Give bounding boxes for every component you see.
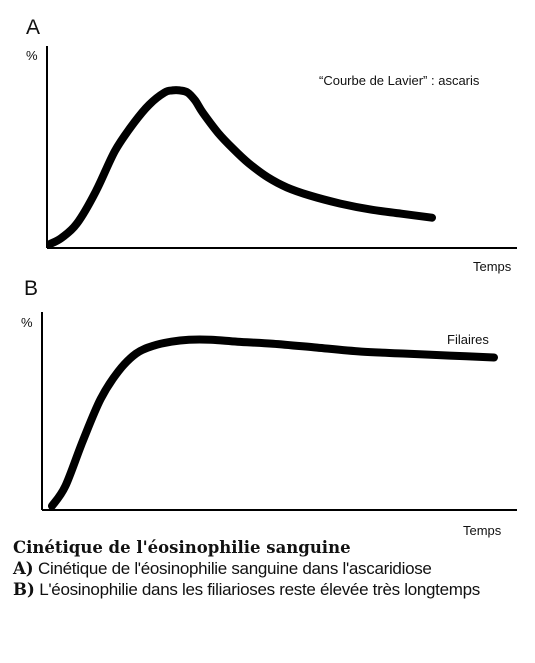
caption-item-a-label: A): [13, 559, 34, 578]
panel-a-ylabel: %: [26, 48, 38, 63]
panel-a-annotation: “Courbe de Lavier” : ascaris: [319, 73, 480, 88]
caption-item-a: A) Cinétique de l'éosinophilie sanguine …: [13, 558, 528, 579]
figure-caption: Cinétique de l'éosinophilie sanguine A) …: [13, 537, 528, 600]
caption-item-b: B) L'éosinophilie dans les filiarioses r…: [13, 579, 528, 600]
panel-b-annotation: Filaires: [447, 332, 489, 347]
panel-b-series-line: [48, 335, 498, 510]
panel-a: A % Temps “Courbe de Lavier” : ascaris: [26, 16, 517, 274]
caption-item-a-text: Cinétique de l'éosinophilie sanguine dan…: [33, 559, 432, 578]
caption-item-b-label: B): [13, 580, 35, 599]
panel-b: B % Temps Filaires: [21, 277, 517, 538]
caption-title: Cinétique de l'éosinophilie sanguine: [13, 538, 351, 557]
panel-a-series-line: [46, 86, 436, 248]
panel-b-ylabel: %: [21, 315, 33, 330]
panel-b-xlabel: Temps: [463, 523, 502, 538]
panel-a-xlabel: Temps: [473, 259, 512, 274]
panel-b-letter: B: [24, 277, 38, 300]
caption-item-b-text: L'éosinophilie dans les filiarioses rest…: [34, 580, 480, 599]
panel-a-letter: A: [26, 16, 40, 39]
